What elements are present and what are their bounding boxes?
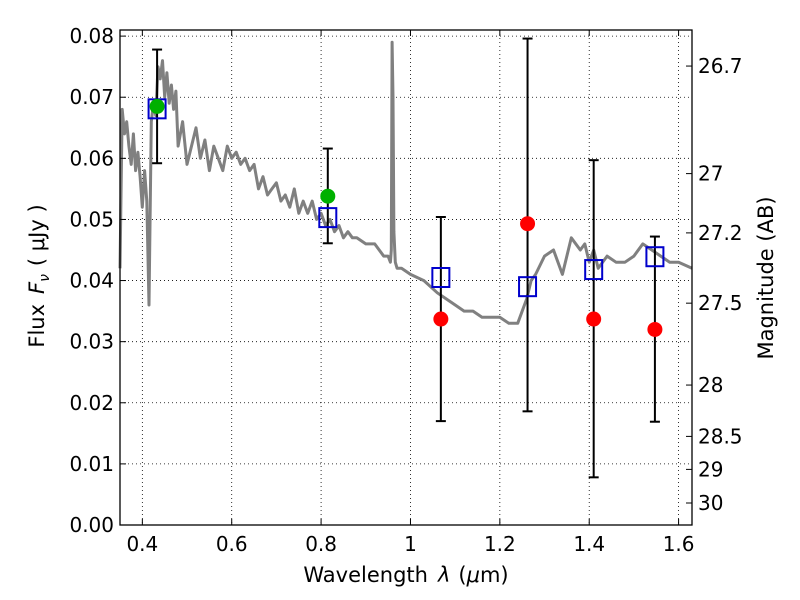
- y-axis-label: FluxFν( μJy ): [25, 204, 53, 347]
- y2-axis-label: Magnitude (AB): [754, 196, 778, 359]
- upper-limits-marker: [586, 311, 602, 327]
- model-square-marker: [645, 246, 665, 268]
- y2-tick-label: 27.2: [698, 221, 743, 245]
- x-tick-label: 1.2: [484, 532, 516, 556]
- y2-tick-labels: 26.7 27 27.2 27.5 28 28.5 29 30: [698, 54, 743, 515]
- y-tick-label: 0.03: [69, 330, 114, 354]
- y2-tick-label: 26.7: [698, 54, 743, 78]
- x-tick-label: 0.6: [216, 532, 248, 556]
- y2-tick-label: 27: [698, 162, 723, 186]
- y-tick-label: 0.00: [69, 513, 114, 537]
- model-square-marker: [584, 259, 604, 281]
- plot-frame: [119, 29, 693, 526]
- detections-marker: [149, 98, 165, 114]
- y-tick-label: 0.01: [69, 452, 114, 476]
- y-tick-label: 0.04: [69, 269, 114, 293]
- detections-marker: [320, 188, 336, 204]
- errorbar-layer: [152, 37, 660, 479]
- y2-tick-label: 30: [698, 491, 723, 515]
- model-square-marker: [431, 267, 451, 288]
- y2-tick-label: 28.5: [698, 424, 743, 448]
- y-tick-label: 0.08: [69, 24, 114, 48]
- upper-limits-marker: [647, 321, 663, 337]
- model-square-marker: [518, 276, 538, 298]
- upper-limits-marker: [520, 216, 536, 232]
- y2-tick-label: 27.5: [698, 291, 743, 315]
- upper-limits-marker: [433, 311, 449, 327]
- model-sed-line: [118, 40, 693, 325]
- x-tick-label: 1.4: [573, 532, 605, 556]
- model-bandpass-layer: [147, 98, 665, 298]
- x-axis-label: Wavelength λ (μm): [303, 563, 508, 587]
- y2-tick-label: 29: [698, 457, 723, 481]
- model-square-marker: [318, 207, 338, 229]
- x-tick-label: 0.8: [305, 532, 337, 556]
- x-tick-label: 1: [404, 532, 417, 556]
- observed-points-layer: [149, 98, 663, 337]
- y-tick-label: 0.07: [69, 85, 114, 109]
- ticks: [120, 30, 692, 526]
- y-tick-label: 0.02: [69, 391, 114, 415]
- model-sed-layer: [118, 40, 693, 325]
- y-tick-label: 0.06: [69, 146, 114, 170]
- x-tick-labels: 0.4 0.6 0.8 1 1.2 1.4 1.6: [126, 532, 694, 556]
- y2-tick-label: 28: [698, 373, 723, 397]
- y-tick-label: 0.05: [69, 207, 114, 231]
- x-tick-label: 0.4: [126, 532, 158, 556]
- y-tick-labels: 0.00 0.01 0.02 0.03 0.04 0.05 0.06 0.07 0.08: [69, 24, 114, 537]
- grid: [120, 30, 692, 526]
- x-tick-label: 1.6: [663, 532, 695, 556]
